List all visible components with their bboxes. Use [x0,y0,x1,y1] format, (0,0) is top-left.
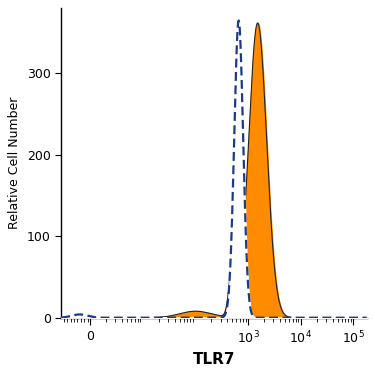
X-axis label: TLR7: TLR7 [193,352,235,367]
Y-axis label: Relative Cell Number: Relative Cell Number [8,97,21,229]
